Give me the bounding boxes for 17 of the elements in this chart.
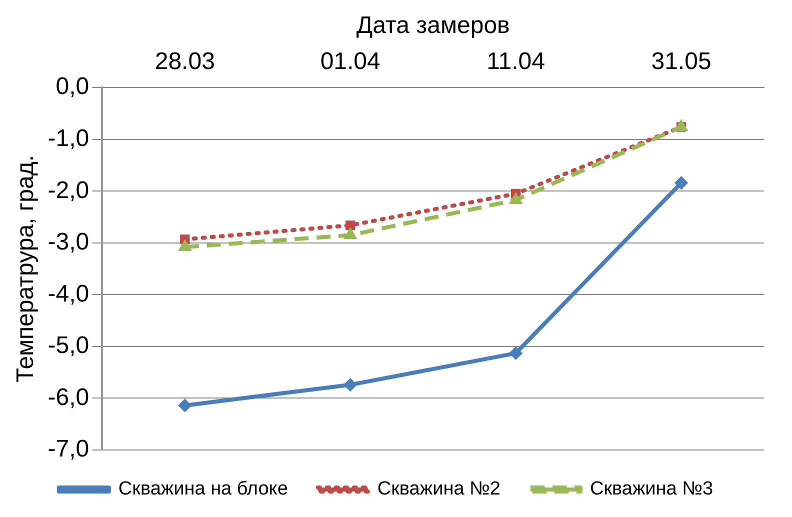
y-tick-label: -5,0 [48,332,90,360]
y-tick-label: 0,0 [56,73,90,100]
y-tick-label: -7,0 [48,436,90,463]
x-tick-label: 28.03 [154,48,215,75]
y-tick-label: -4,0 [48,280,90,308]
y-axis-title: Температрура, град. [12,154,40,383]
y-tick-label: -6,0 [48,384,90,411]
legend-label: Скважина на блоке [118,478,288,500]
x-axis-title: Дата замеров [356,12,510,40]
y-tick-label: -1,0 [48,124,90,152]
legend-label: Скважина №2 [377,478,500,500]
x-tick-label: 01.04 [320,48,380,75]
x-tick-label: 31.05 [651,48,712,75]
x-tick-label: 11.04 [486,48,545,75]
y-tick-label: -3,0 [48,228,90,256]
y-tick-label: -2,0 [48,176,90,204]
legend-label: Скважина №3 [590,478,714,500]
